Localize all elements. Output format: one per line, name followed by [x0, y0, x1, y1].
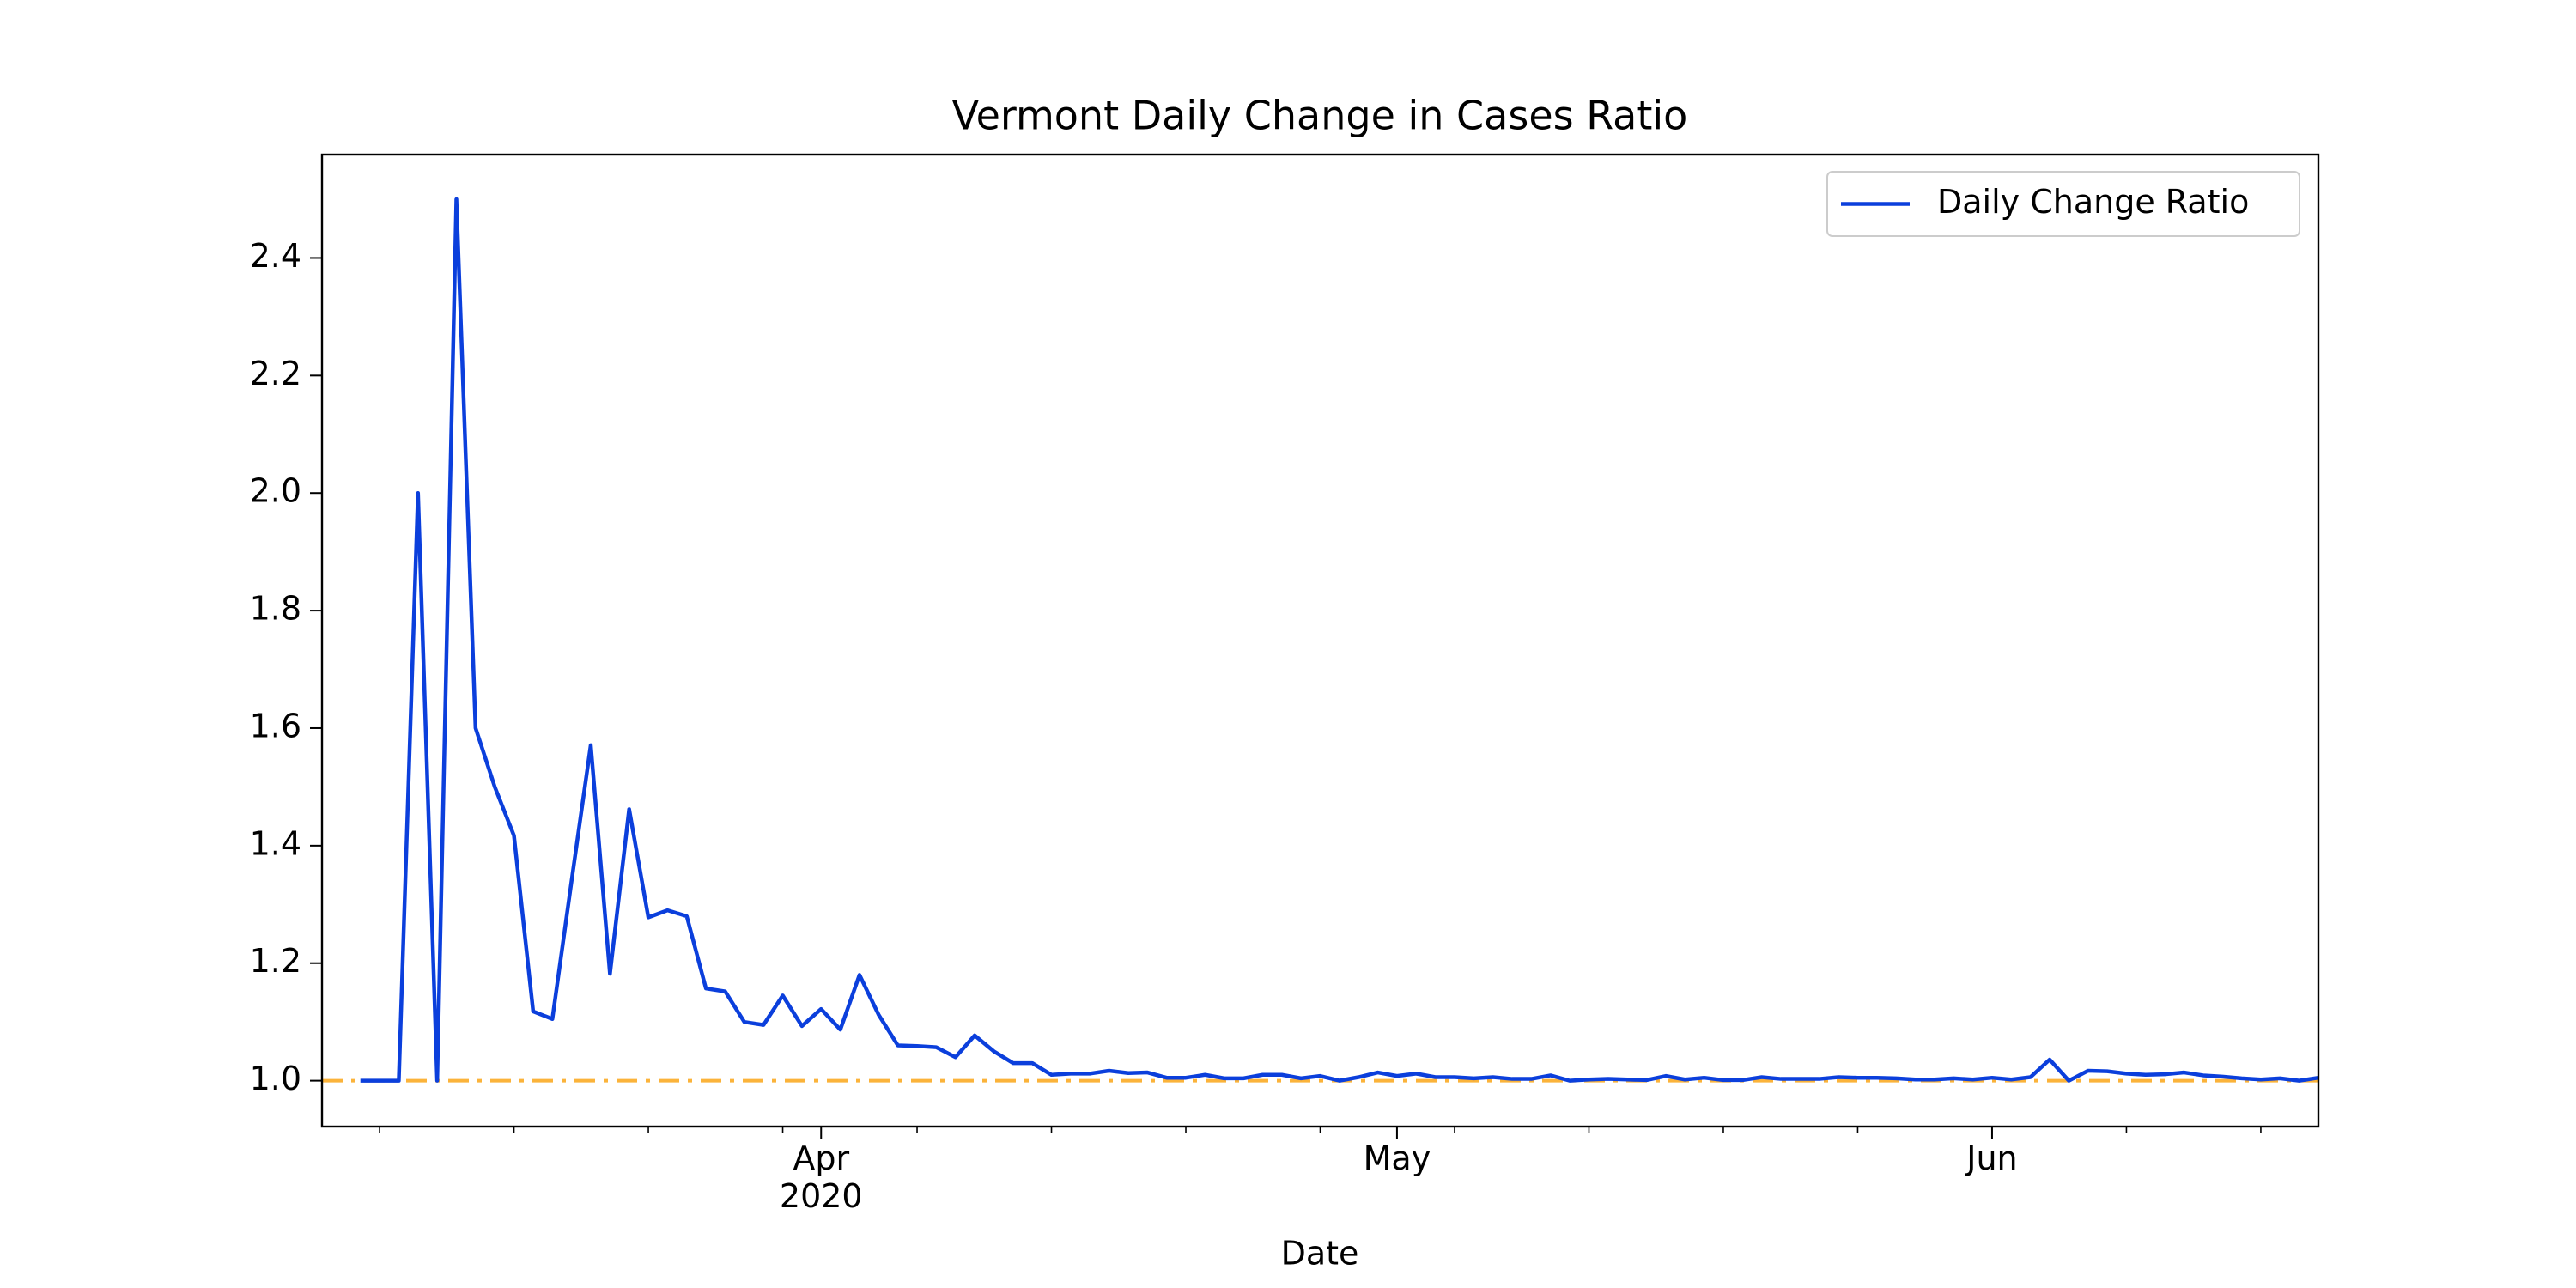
plot-frame [320, 153, 2320, 1128]
x-tick-label-line: Apr [793, 1139, 849, 1177]
x-tick-label-line: Jun [1965, 1139, 2017, 1177]
y-tick-label: 2.4 [250, 237, 301, 275]
y-tick-label: 2.0 [250, 472, 301, 510]
data-line [360, 197, 2319, 1083]
y-tick-label: 1.2 [250, 942, 301, 980]
x-tick-label-line: May [1364, 1139, 1431, 1177]
x-tick-label: Jun [1965, 1139, 2017, 1177]
chart-title: Vermont Daily Change in Cases Ratio [952, 93, 1688, 139]
x-tick-label: Apr 2020 [780, 1139, 863, 1215]
x-axis-label: Date [1281, 1235, 1359, 1273]
y-tick-label: 1.0 [250, 1060, 301, 1097]
x-tick-label-line: 2020 [780, 1177, 863, 1215]
y-tick-label: 2.2 [250, 355, 301, 392]
y-tick-label: 1.8 [250, 590, 301, 628]
legend-label: Daily Change Ratio [1937, 183, 2249, 221]
legend-box [1826, 171, 2300, 237]
x-tick-label: May [1364, 1139, 1431, 1177]
y-tick-label: 1.6 [250, 707, 301, 744]
y-tick-label: 1.4 [250, 824, 301, 862]
